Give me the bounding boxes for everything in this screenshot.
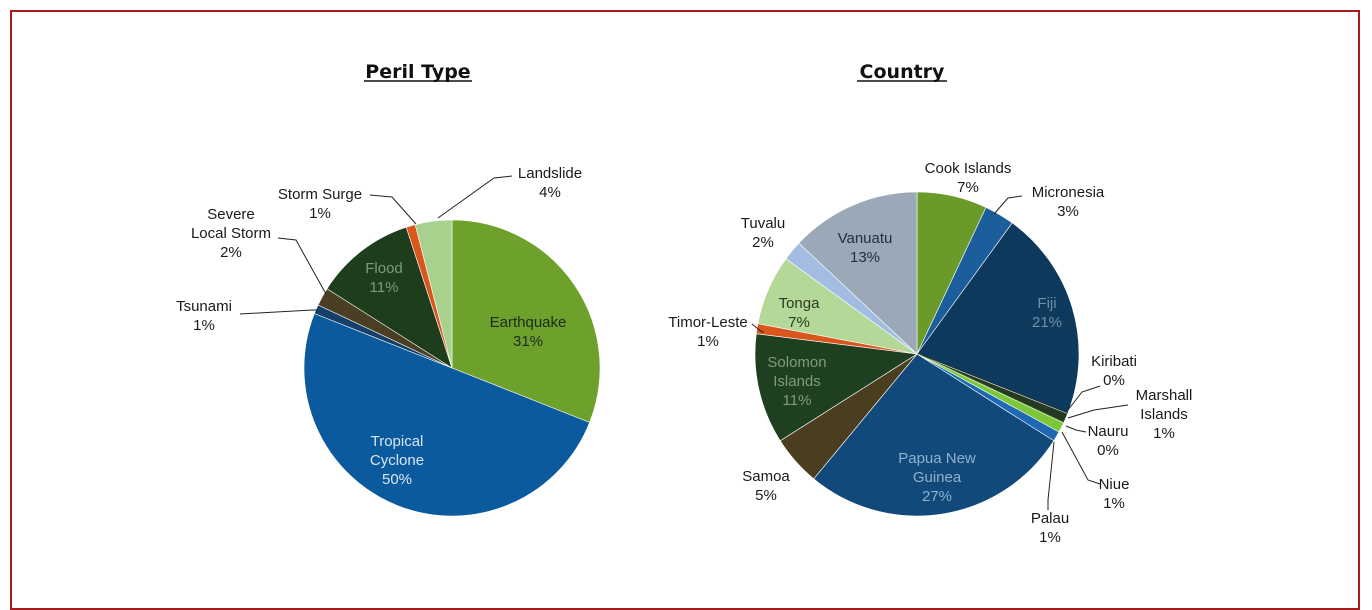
slice-label-tuvalu: Tuvalu 2%	[741, 215, 785, 251]
slice-label-tonga: Tonga 7%	[779, 295, 821, 331]
pie-slice-landslide	[414, 219, 453, 369]
slice-label-papua-new-guinea: Papua New Guinea 27%	[898, 450, 976, 505]
leader-line-kiribati	[1067, 385, 1101, 411]
chart-frame	[10, 10, 1360, 610]
slice-label-marshall-islands: Marshall Islands 1%	[1136, 387, 1193, 442]
leader-line-micronesia	[993, 195, 1023, 215]
slice-label-tsunami: Tsunami 1%	[176, 298, 232, 334]
slice-label-cook-islands: Cook Islands 7%	[925, 160, 1012, 196]
slice-label-nauru: Nauru 0%	[1088, 423, 1129, 459]
slice-label-severe-local-storm: Severe Local Storm 2%	[191, 206, 271, 261]
chart-title: Peril Type	[365, 61, 470, 83]
leader-line-timor-leste	[751, 323, 764, 333]
leader-line-nauru	[1065, 425, 1087, 433]
slice-label-samoa: Samoa 5%	[742, 468, 790, 504]
slice-label-landslide: Landslide 4%	[518, 165, 582, 201]
pie-slice-solomon-islands	[754, 333, 918, 442]
leader-line-severe-local-storm	[277, 237, 327, 295]
slice-label-storm-surge: Storm Surge 1%	[278, 186, 362, 222]
pie-slice-vanuatu	[798, 191, 918, 355]
leader-line-palau	[1047, 441, 1055, 510]
pie-slice-fiji	[916, 222, 1080, 415]
slice-label-tropical-cyclone: Tropical Cyclone 50%	[370, 433, 424, 488]
leader-line-marshall-islands	[1067, 404, 1129, 419]
leader-line-tsunami	[239, 309, 318, 315]
slice-label-solomon-islands: Solomon Islands 11%	[767, 354, 826, 409]
pie-slice-flood	[326, 226, 453, 369]
slice-label-niue: Niue 1%	[1099, 476, 1130, 512]
country-pie-chart: Country Cook Islands 7% Micronesia 3% Fiji 21%…	[668, 61, 1192, 546]
pie-charts-canvas: Peril Type Earthquake 31% Tropical Cyclone 50…	[176, 61, 1192, 546]
slice-label-earthquake: Earthquake 31%	[490, 314, 567, 350]
slice-label-fiji: Fiji 21%	[1032, 295, 1062, 331]
slice-label-flood: Flood 11%	[365, 260, 403, 296]
leader-line-storm-surge	[369, 194, 417, 225]
leader-line-niue	[1061, 431, 1101, 485]
pie-slice-earthquake	[451, 219, 601, 423]
slice-label-palau: Palau 1%	[1031, 510, 1069, 546]
chart-title: Country	[860, 61, 946, 83]
slice-label-vanuatu: Vanuatu 13%	[838, 230, 893, 266]
pie-slice-papua-new-guinea	[813, 353, 1055, 517]
slice-label-timor-leste: Timor-Leste 1%	[668, 314, 747, 350]
slice-label-kiribati: Kiribati 0%	[1091, 353, 1137, 389]
pie-slice-tropical-cyclone	[303, 313, 590, 517]
leader-line-landslide	[437, 175, 513, 219]
slice-label-micronesia: Micronesia 3%	[1032, 184, 1105, 220]
peril-type-pie-chart: Peril Type Earthquake 31% Tropical Cyclone 50…	[176, 61, 601, 517]
